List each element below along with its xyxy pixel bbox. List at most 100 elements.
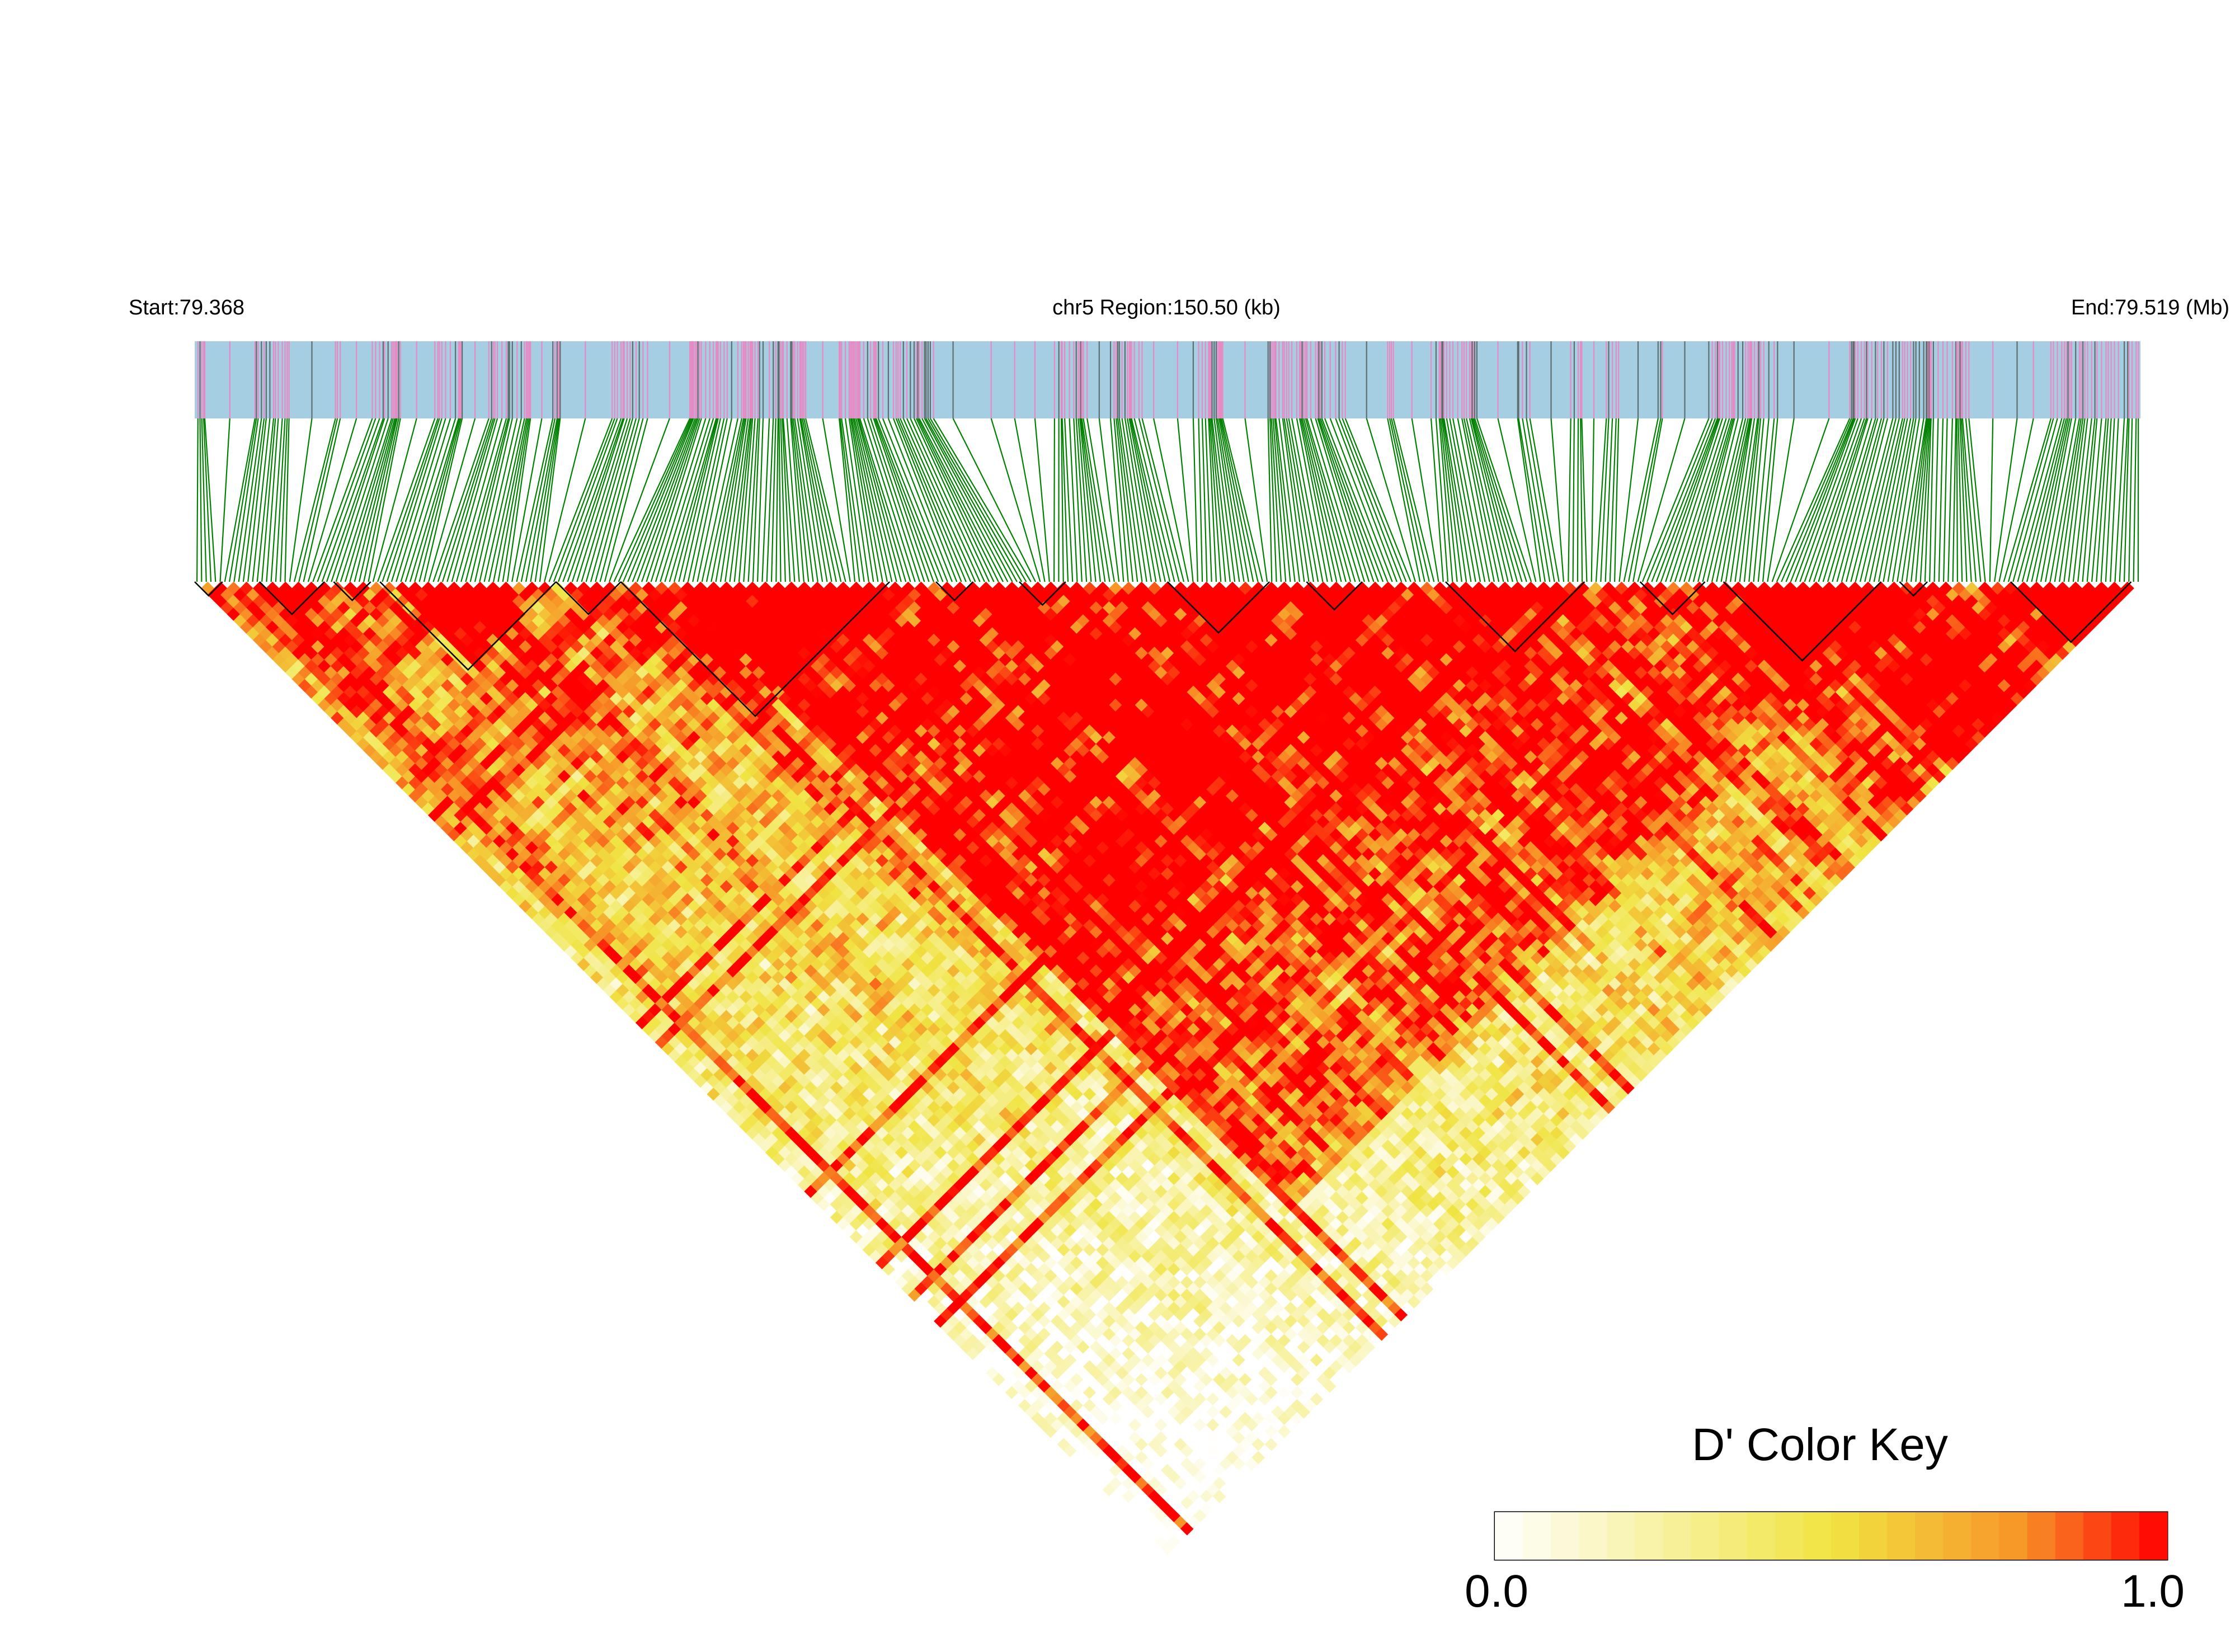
snp-connector-line: [921, 418, 1009, 582]
ld-cell: [921, 1159, 934, 1173]
snp-connector-line: [349, 418, 396, 582]
snp-connector-line: [1438, 418, 1453, 582]
snp-connector-line: [1221, 418, 1259, 582]
snp-connector-line: [404, 418, 457, 582]
snp-connector-line: [390, 418, 443, 582]
ld-cell: [921, 1276, 934, 1289]
snp-connector-line: [1211, 418, 1231, 582]
snp-connector-line: [201, 418, 207, 582]
snp-connector-line: [1836, 418, 1882, 582]
snp-connector-line: [312, 418, 373, 582]
snp-connector-line: [1891, 418, 1920, 582]
snp-connector-line: [1449, 418, 1481, 582]
snp-connector-line: [2017, 418, 2063, 582]
ld-cell: [921, 1146, 934, 1160]
ld-cell: [921, 1249, 934, 1263]
snp-connector-line: [761, 418, 770, 582]
ld-cell: [434, 750, 448, 764]
snp-connector-line: [590, 418, 637, 582]
snp-connector-line: [511, 418, 543, 582]
snp-connector-line: [1529, 418, 1560, 582]
snp-connector-line: [1526, 418, 1555, 582]
snp-connector-line: [1771, 418, 1830, 582]
snp-connector-line: [855, 418, 897, 582]
snp-connector-line: [697, 418, 732, 582]
snp-connector-line: [1550, 418, 1565, 582]
ld-cell: [629, 958, 643, 971]
snp-connector-line: [1813, 418, 1867, 582]
snp-connector-line: [1725, 418, 1753, 582]
snp-connector-line: [1335, 418, 1398, 582]
snp-connector-line: [1660, 418, 1719, 582]
snp-connector-line: [655, 418, 707, 582]
snp-connector-line: [1318, 418, 1375, 582]
ld-cell: [1135, 1373, 1149, 1386]
snp-connector-line: [437, 418, 492, 582]
snp-connector-line: [1283, 418, 1310, 582]
snp-connector-line: [1296, 418, 1328, 582]
snp-connector-line: [797, 418, 824, 582]
ld-cell: [239, 581, 253, 595]
snp-connector-line: [2072, 418, 2092, 582]
snp-connector-line: [2040, 418, 2072, 582]
snp-connector-lines: [196, 418, 2139, 582]
snp-connector-line: [1632, 418, 1663, 582]
snp-connector-line: [595, 418, 640, 582]
snp-connector-line: [1271, 418, 1282, 582]
snp-connector-line: [1655, 418, 1718, 582]
snp-connector-line: [428, 418, 476, 582]
snp-connector-line: [414, 418, 460, 582]
snp-connector-line: [778, 418, 782, 582]
snp-connector-line: [1832, 418, 1879, 582]
snp-connector-line: [502, 418, 530, 582]
snp-connector-line: [752, 418, 760, 582]
snp-connector-line: [340, 418, 393, 582]
ld-cell: [1115, 1392, 1129, 1406]
ld-cell: [824, 1152, 837, 1166]
ld-cell: [1212, 1451, 1226, 1465]
snp-connector-line: [1605, 418, 1613, 582]
snp-connector-line: [284, 418, 290, 582]
snp-connector-line: [1470, 418, 1513, 582]
ld-cell: [337, 588, 351, 602]
ld-cell: [531, 860, 545, 874]
snp-connector-line: [1919, 418, 1931, 582]
snp-connector-line: [2031, 418, 2069, 582]
snp-connector-line: [275, 418, 286, 582]
snp-connector-line: [400, 418, 451, 582]
snp-connector-line: [1083, 418, 1111, 582]
snp-connector-line: [266, 418, 279, 582]
snp-connector-line: [1452, 418, 1486, 582]
snp-connector-line: [1303, 418, 1347, 582]
snp-connector-line: [929, 418, 1027, 582]
snp-connector-line: [1034, 418, 1050, 582]
snp-connector-line: [358, 418, 398, 582]
ld-cell: [337, 653, 351, 667]
snp-connector-line: [581, 418, 631, 582]
snp-connector-line: [1785, 418, 1854, 582]
snp-connector-line: [1646, 418, 1713, 582]
ld-cell: [1018, 1334, 1032, 1348]
snp-connector-line: [641, 418, 699, 582]
snp-connector-line: [1795, 418, 1856, 582]
snp-connector-line: [1301, 418, 1342, 582]
snp-connector-line: [516, 418, 554, 582]
ld-cell: [629, 893, 643, 907]
snp-connector-line: [1324, 418, 1389, 582]
snp-connector-line: [757, 418, 764, 582]
snp-connector-line: [1141, 418, 1185, 582]
ld-cell: [1135, 1386, 1149, 1400]
ld-cell: [1018, 1282, 1032, 1296]
snp-connector-line: [1897, 418, 1925, 582]
ld-cell: [726, 964, 740, 978]
snp-connector-line: [669, 418, 717, 582]
ld-cell: [726, 1094, 740, 1108]
snp-connector-line: [1217, 418, 1245, 582]
snp-connector-line: [1061, 418, 1064, 582]
snp-connector-line: [1674, 418, 1727, 582]
snp-connector-line: [892, 418, 958, 582]
snp-connector-line: [1938, 418, 1944, 582]
snp-connector-line: [854, 418, 893, 582]
snp-connector-line: [678, 418, 719, 582]
ld-cell: [1135, 1359, 1149, 1373]
